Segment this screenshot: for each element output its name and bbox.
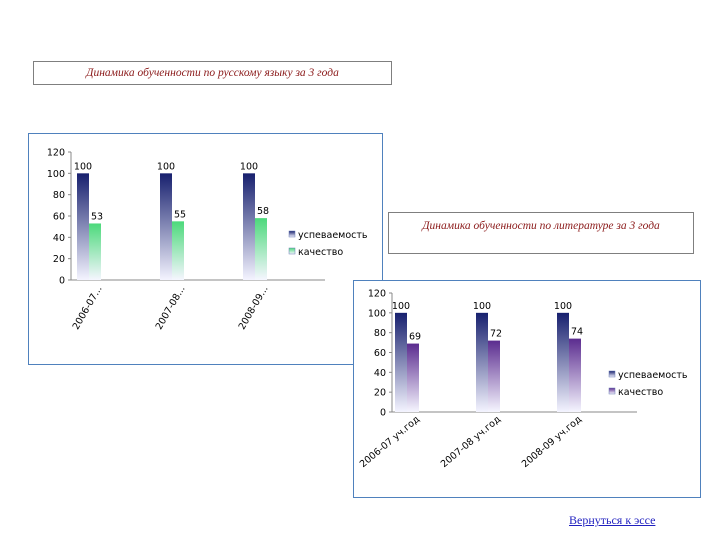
c2-data-label: 69 [409,332,421,343]
c2-bar-kachestvo [569,338,581,412]
c2-y-tick-label: 20 [374,388,386,399]
c2-bar-kachestvo [488,340,500,412]
c2-legend-label: успеваемость [618,370,688,381]
c1-data-label: 100 [74,161,92,172]
c1-y-tick-label: 0 [59,276,65,287]
c2-x-tick-label: 2007-08 уч.год [439,414,503,470]
c1-y-tick-label: 40 [53,233,65,244]
c1-bar-uspevaemost [160,173,172,280]
chart1-plot: 0 20 40 60 80 100 120 100 53 2006-07... 100 55 2007-… [47,148,368,332]
c2-data-label: 74 [571,327,583,338]
c2-y-tick-label: 0 [380,408,386,419]
chart-russian-language: 0 20 40 60 80 100 120 100 53 2006-07... 100 55 2007-… [28,133,383,365]
c2-x-tick-label: 2008-09 уч.год [520,414,584,470]
c2-data-label: 72 [490,329,502,340]
c2-y-tick-label: 100 [368,308,386,319]
c2-y-tick-label: 40 [374,368,386,379]
c1-legend-label: успеваемость [298,230,368,241]
c2-data-label: 100 [554,301,572,312]
c1-data-label: 55 [174,209,186,220]
c1-y-tick-label: 100 [47,169,65,180]
c2-legend-swatch [608,387,616,395]
c2-legend-swatch [608,370,616,378]
c1-bar-uspevaemost [77,173,89,280]
c2-x-tick-label: 2006-07 уч.год [358,414,422,470]
c1-legend-label: качество [298,247,343,258]
c1-y-tick-label: 120 [47,148,65,159]
c2-y-tick-label: 80 [374,328,386,339]
chart2-plot: 0 20 40 60 80 100 120 100 69 2006-07 уч.год 100 72 2… [358,289,688,471]
c2-data-label: 100 [392,301,410,312]
chart-literature: 0 20 40 60 80 100 120 100 69 2006-07 уч.год 100 72 2… [353,280,701,498]
c2-y-tick-label: 60 [374,348,386,359]
c1-y-tick-label: 60 [53,212,65,223]
c1-bar-kachestvo [255,218,267,280]
c1-x-tick-label: 2007-08... [154,284,188,332]
c1-x-tick-label: 2006-07... [71,284,105,332]
c1-data-label: 100 [240,161,258,172]
chart1-title: Динамика обученности по русскому языку з… [33,61,392,85]
c2-y-tick-label: 120 [368,289,386,300]
c2-bar-kachestvo [407,343,419,412]
c1-legend-swatch [288,247,296,255]
back-to-essay-link[interactable]: Вернуться к эссе [569,513,656,527]
c1-data-label: 58 [257,206,269,217]
c2-bar-uspevaemost [395,312,407,412]
c2-bar-uspevaemost [476,312,488,412]
c2-bar-uspevaemost [557,312,569,412]
c1-legend-swatch [288,230,296,238]
c1-bar-kachestvo [172,221,184,280]
c1-y-tick-label: 80 [53,190,65,201]
c1-bar-uspevaemost [243,173,255,280]
c1-data-label: 53 [91,211,103,222]
c2-data-label: 100 [473,301,491,312]
c2-legend-label: качество [618,387,663,398]
c1-x-tick-label: 2008-09... [237,284,271,332]
c1-bar-kachestvo [89,223,101,280]
chart2-title: Динамика обученности по литературе за 3 … [388,212,694,254]
c1-y-tick-label: 20 [53,254,65,265]
c1-data-label: 100 [157,161,175,172]
